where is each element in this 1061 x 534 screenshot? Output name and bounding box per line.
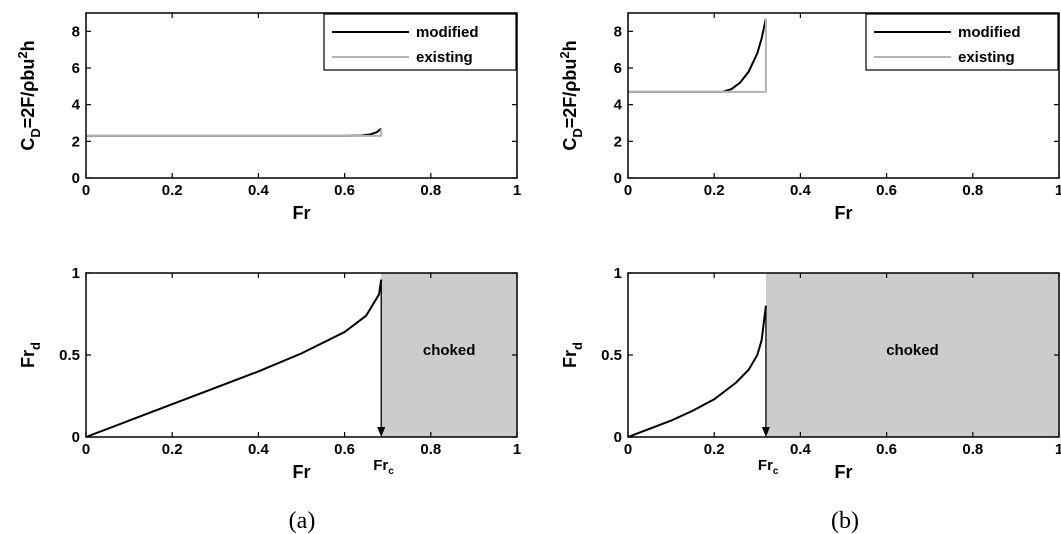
legend-label-existing: existing <box>958 49 1015 66</box>
x-tick-label: 1 <box>1055 441 1061 458</box>
choked-label: choked <box>886 342 939 359</box>
critical-fr-label: Frc <box>758 457 779 477</box>
x-tick-label: 0.6 <box>334 182 355 199</box>
x-tick-label: 0.2 <box>704 441 725 458</box>
y-tick-label: 4 <box>72 97 81 114</box>
y-tick-label: 2 <box>614 133 622 150</box>
axes-box <box>627 12 1060 179</box>
x-tick-label: 0.4 <box>790 182 812 199</box>
y-axis-label: Frd <box>18 342 43 368</box>
x-tick-label: 0.8 <box>420 441 441 458</box>
x-tick-label: 0.6 <box>876 441 897 458</box>
panel-label-b: (b) <box>831 508 859 534</box>
x-tick-label: 0.2 <box>162 441 183 458</box>
x-tick-label: 0.8 <box>962 441 983 458</box>
y-tick-label: 0.5 <box>601 347 622 364</box>
choked-region <box>765 273 1059 437</box>
chart-b-top: 0 0.2 0.4 0.6 0.8 1 0 2 4 6 8 Fr CD=2F/ρbu2h modified… <box>557 12 1061 223</box>
x-tick-label: 0.2 <box>162 182 183 199</box>
axes-box <box>85 12 518 179</box>
legend: modified existing <box>323 13 517 71</box>
x-tick-label: 0.8 <box>962 182 983 199</box>
choked-label: choked <box>423 342 476 359</box>
y-axis-label: CD=2F/ρbu2h <box>15 40 43 150</box>
y-tick-label: 6 <box>614 60 622 77</box>
y-tick-label: 0 <box>72 170 80 187</box>
chart-a-top: 0 0.2 0.4 0.6 0.8 1 0 2 4 6 8 Fr CD=2F/ρbu2h modified… <box>15 12 521 223</box>
legend: modified existing <box>865 13 1059 71</box>
y-tick-label: 0 <box>614 170 622 187</box>
x-tick-label: 0 <box>624 441 632 458</box>
x-tick-label: 0.6 <box>334 441 355 458</box>
y-tick-label: 8 <box>614 23 622 40</box>
x-axis-label: Fr <box>293 462 311 482</box>
x-tick-label: 0.4 <box>790 441 812 458</box>
x-axis-label: Fr <box>835 462 853 482</box>
x-axis-label: Fr <box>293 203 311 223</box>
legend-label-modified: modified <box>958 24 1021 41</box>
series-fr-d <box>627 305 767 438</box>
x-axis-label: Fr <box>835 203 853 223</box>
x-tick-label: 0.2 <box>704 182 725 199</box>
x-tick-label: 1 <box>513 441 521 458</box>
y-tick-label: 1 <box>614 265 622 282</box>
chart-a-bottom: choked Frc 0 0.2 0.4 0.6 0.8 1 0 0.5 1 Fr Frd <box>18 265 521 482</box>
legend-box <box>865 13 1059 71</box>
x-tick-label: 0.4 <box>248 182 270 199</box>
y-tick-label: 6 <box>72 60 80 77</box>
choked-region <box>381 273 517 437</box>
critical-arrow-head <box>761 427 770 437</box>
x-tick-label: 0 <box>82 441 90 458</box>
x-tick-label: 1 <box>513 182 521 199</box>
critical-fr-label: Frc <box>373 457 394 477</box>
y-tick-label: 4 <box>614 97 623 114</box>
series-existing <box>628 18 767 93</box>
series-fr-d <box>85 279 383 438</box>
legend-label-modified: modified <box>416 24 479 41</box>
series-modified <box>628 18 767 93</box>
legend-label-existing: existing <box>416 49 473 66</box>
x-tick-label: 0 <box>624 182 632 199</box>
y-tick-label: 0 <box>72 429 80 446</box>
x-tick-label: 0.6 <box>876 182 897 199</box>
series-modified <box>86 127 382 137</box>
x-tick-label: 0.4 <box>248 441 270 458</box>
series-existing <box>86 128 383 137</box>
y-axis-label: CD=2F/ρbu2h <box>557 40 585 150</box>
critical-arrow-head <box>377 427 386 437</box>
y-axis-label: Frd <box>560 342 585 368</box>
panel-label-a: (a) <box>289 508 316 534</box>
y-tick-label: 2 <box>72 133 80 150</box>
y-tick-label: 1 <box>72 265 80 282</box>
x-tick-label: 0.8 <box>420 182 441 199</box>
y-tick-label: 0 <box>614 429 622 446</box>
chart-b-bottom: choked Frc 0 0.2 0.4 0.6 0.8 1 0 0.5 1 Fr Frd <box>560 265 1061 482</box>
y-tick-label: 8 <box>72 23 80 40</box>
legend-box <box>323 13 517 71</box>
x-tick-label: 0 <box>82 182 90 199</box>
y-tick-label: 0.5 <box>59 347 80 364</box>
x-tick-label: 1 <box>1055 182 1061 199</box>
